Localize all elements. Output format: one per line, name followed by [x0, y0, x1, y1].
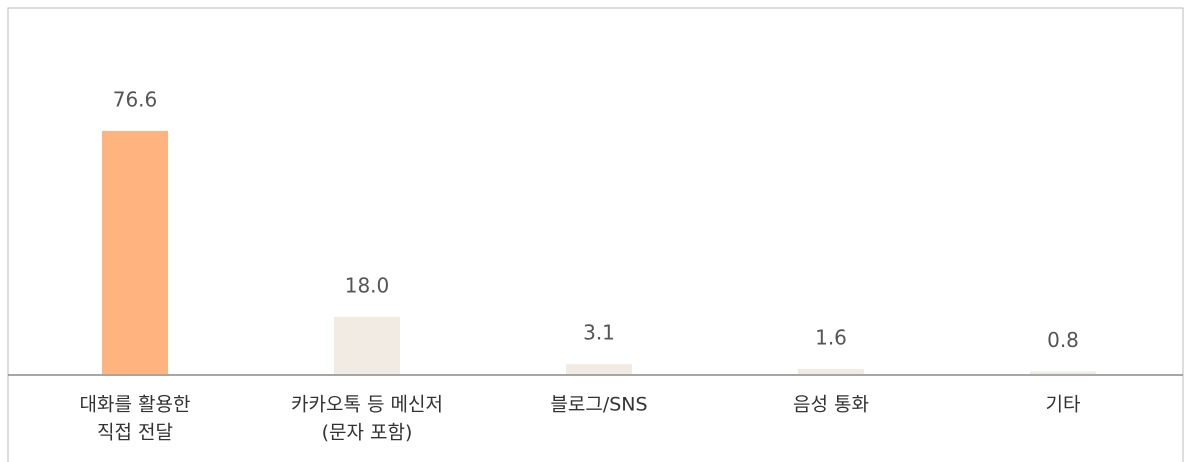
value-label: 18.0 — [345, 273, 390, 297]
x-tick-label: 대화를 활용한 — [80, 394, 191, 416]
bar — [334, 316, 400, 374]
x-tick-label: 블로그/SNS — [550, 394, 647, 416]
bar — [1030, 371, 1096, 374]
value-label: 0.8 — [1047, 328, 1079, 352]
bar — [798, 368, 864, 374]
x-tick-label: 음성 통화 — [793, 394, 869, 416]
x-tick-label: 카카오톡 등 메신저 — [291, 394, 443, 416]
value-label: 1.6 — [815, 325, 847, 349]
x-tick-label: (문자 포함) — [322, 422, 413, 444]
x-tick-label: 직접 전달 — [97, 422, 173, 444]
x-tick-label: 기타 — [1046, 394, 1081, 416]
value-label: 76.6 — [113, 88, 158, 112]
bar — [566, 364, 632, 374]
value-label: 3.1 — [583, 321, 615, 345]
bar — [102, 131, 168, 374]
frame — [7, 7, 1184, 462]
